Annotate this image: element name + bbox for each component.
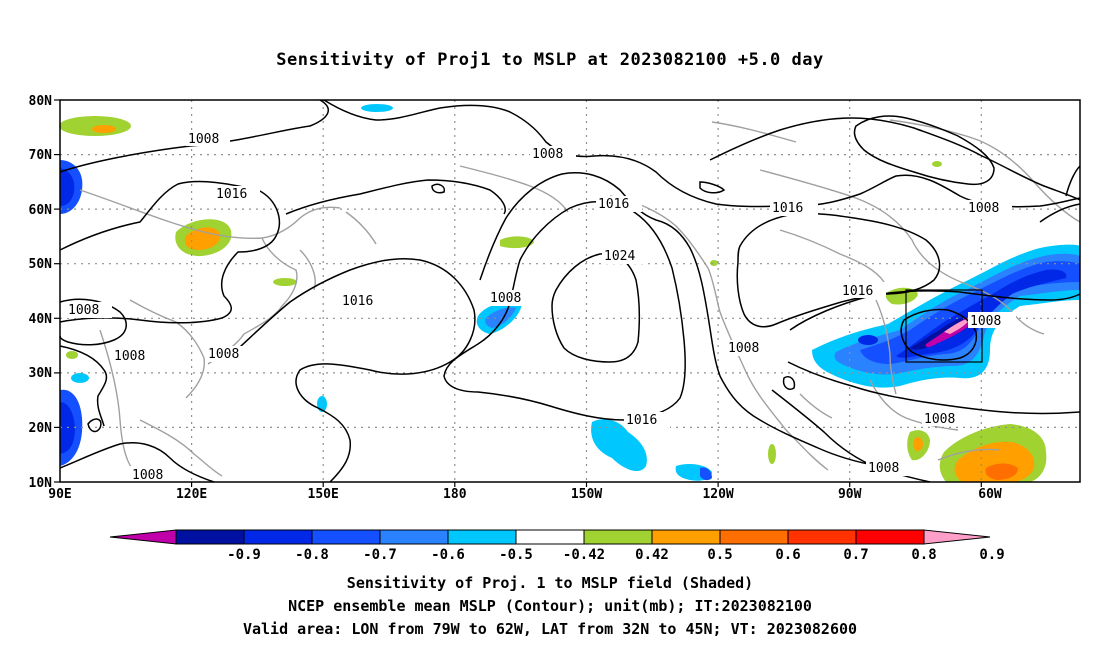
contour-line: [709, 117, 1081, 201]
latitude-axis: 80N 70N 60N 50N 40N 30N 20N 10N: [29, 94, 60, 491]
colorbar-tick-label: 0.5: [707, 547, 732, 563]
colorbar-tick-label: -0.9: [227, 547, 261, 563]
colorbar: -0.9 -0.8 -0.7 -0.6 -0.5 -0.42 0.42 0.5 0.6 0.7 0.…: [109, 529, 1005, 563]
colorbar-swatch: [175, 529, 245, 545]
contour-label: 1008: [728, 341, 759, 356]
contour-line: [900, 308, 978, 361]
colorbar-swatch: [243, 529, 313, 545]
contour-line: [59, 345, 108, 427]
contour-line: [1039, 203, 1081, 223]
contour-label: 1016: [842, 284, 873, 299]
contour-line: [1065, 165, 1081, 197]
colorbar-swatches: [109, 529, 991, 545]
lat-label: 70N: [29, 148, 53, 163]
contour-line: [789, 290, 1081, 331]
colorbar-tick-label: 0.9: [979, 547, 1004, 563]
contour-label: 1016: [772, 201, 803, 216]
caption-shading: Sensitivity of Proj. 1 to MSLP field (Sh…: [346, 574, 754, 592]
contour-label: 1008: [924, 412, 955, 427]
lon-label: 120W: [702, 487, 733, 502]
contour-line: [59, 442, 215, 483]
contour-labels: 1008 1008 1016 1008 1016 1016 1016 1024 …: [66, 130, 1016, 483]
contour-line: [479, 172, 879, 467]
lon-label: 120E: [176, 487, 207, 502]
contour-line: [229, 257, 476, 483]
colorbar-swatch: [651, 529, 721, 545]
contour-line: [782, 376, 796, 390]
colorbar-swatch: [515, 529, 585, 545]
lon-label: 90W: [838, 487, 862, 502]
contour-label: 1008: [188, 132, 219, 147]
colorbar-swatch: [855, 529, 925, 545]
lat-label: 60N: [29, 203, 53, 218]
lat-label: 50N: [29, 257, 53, 272]
caption-valid-area: Valid area: LON from 79W to 62W, LAT fro…: [242, 620, 858, 638]
contour-line: [59, 99, 330, 173]
lat-label: 30N: [29, 366, 53, 381]
colorbar-swatch-low: [109, 529, 177, 545]
lat-label: 80N: [29, 94, 53, 109]
map-title: Sensitivity of Proj1 to MSLP at 20230821…: [276, 50, 824, 70]
colorbar-tick-label: -0.5: [499, 547, 533, 563]
contour-label: 1016: [342, 294, 373, 309]
colorbar-tick-label: -0.6: [431, 547, 465, 563]
lon-label: 60W: [978, 487, 1002, 502]
contour-line: [285, 179, 506, 215]
colorbar-swatch: [583, 529, 653, 545]
colorbar-swatch: [787, 529, 857, 545]
colorbar-swatch: [379, 529, 449, 545]
lon-label: 180: [443, 487, 467, 502]
contour-line: [787, 361, 1081, 415]
colorbar-swatch: [719, 529, 789, 545]
lat-label: 10N: [29, 476, 53, 491]
lon-label: 90E: [48, 487, 71, 502]
colorbar-tick-label: 0.7: [843, 547, 868, 563]
contour-label: 1016: [626, 413, 657, 428]
colorbar-tick-label: -0.7: [363, 547, 397, 563]
contour-label: 1008: [208, 347, 239, 362]
contour-line: [853, 115, 995, 186]
contour-line: [699, 181, 726, 194]
lon-label: 150E: [308, 487, 339, 502]
contour-label: 1008: [114, 349, 145, 364]
coastlines: [79, 119, 1081, 479]
contour-label: 1008: [868, 461, 899, 476]
colorbar-tick-label: -0.8: [295, 547, 329, 563]
contour-line: [87, 418, 102, 433]
colorbar-tick-label: -0.42: [563, 547, 605, 563]
contour-label: 1016: [216, 187, 247, 202]
longitude-axis: 90E 120E 150E 180 150W 120W 90W 60W: [48, 482, 1002, 502]
caption-contour: NCEP ensemble mean MSLP (Contour); unit(…: [288, 597, 812, 615]
contour-label: 1016: [598, 197, 629, 212]
graticule: [60, 100, 1080, 482]
colorbar-swatch: [311, 529, 381, 545]
contour-label: 1008: [968, 201, 999, 216]
contour-line: [431, 183, 446, 194]
contour-label: 1008: [970, 314, 1001, 329]
colorbar-tick-label: 0.8: [911, 547, 936, 563]
colorbar-swatch: [447, 529, 517, 545]
contour-label: 1008: [68, 303, 99, 318]
lat-label: 40N: [29, 312, 53, 327]
colorbar-ticks: -0.9 -0.8 -0.7 -0.6 -0.5 -0.42 0.42 0.5 0.6 0.7 0.…: [227, 547, 1005, 563]
contour-line: [59, 180, 281, 324]
contour-label: 1024: [604, 249, 635, 264]
colorbar-tick-label: 0.6: [775, 547, 800, 563]
lat-label: 20N: [29, 421, 53, 436]
map-frame: [59, 99, 1081, 483]
contour-line: [323, 99, 1081, 208]
lon-label: 150W: [571, 487, 602, 502]
contour-label: 1008: [132, 468, 163, 483]
contour-label: 1008: [490, 291, 521, 306]
colorbar-tick-label: 0.42: [635, 547, 669, 563]
colorbar-swatch-high: [923, 529, 991, 545]
contour-label: 1008: [532, 147, 563, 162]
